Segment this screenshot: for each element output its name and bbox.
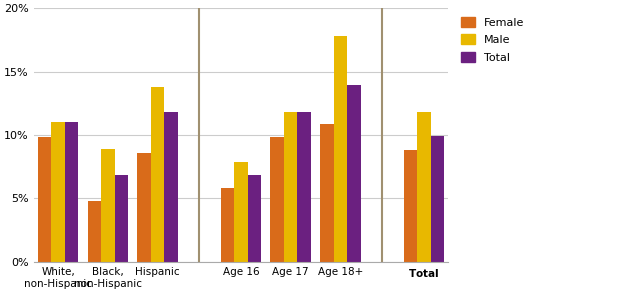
- Bar: [334, 36, 347, 262]
- Bar: [65, 122, 78, 262]
- Bar: [164, 112, 178, 262]
- Bar: [234, 161, 248, 262]
- Bar: [248, 176, 261, 262]
- Bar: [417, 112, 431, 262]
- Bar: [51, 122, 65, 262]
- Bar: [151, 87, 164, 262]
- Bar: [431, 136, 444, 262]
- Bar: [270, 137, 284, 262]
- Bar: [404, 150, 417, 262]
- Bar: [101, 149, 115, 262]
- Bar: [320, 124, 334, 262]
- Bar: [347, 86, 361, 262]
- Bar: [221, 188, 234, 262]
- Bar: [137, 153, 151, 262]
- Bar: [297, 112, 311, 262]
- Bar: [88, 201, 101, 262]
- Bar: [38, 137, 51, 262]
- Legend: Female, Male, Total: Female, Male, Total: [458, 14, 527, 66]
- Bar: [284, 112, 297, 262]
- Bar: [115, 176, 128, 262]
